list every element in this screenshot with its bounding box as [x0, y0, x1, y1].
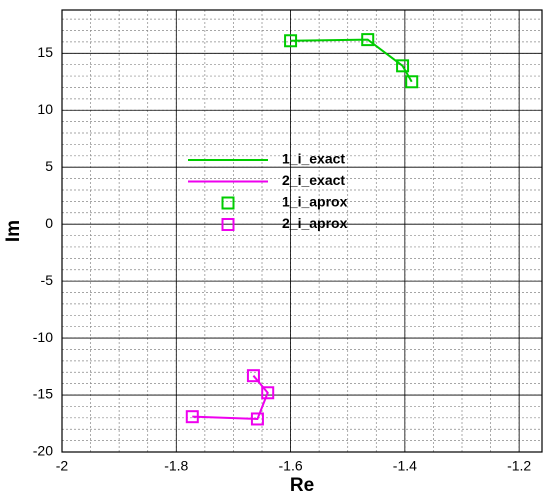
x-tick-label: -1.6 — [279, 458, 303, 474]
y-tick-label: 5 — [45, 158, 53, 174]
y-tick-label: 10 — [37, 101, 53, 117]
marker — [405, 75, 419, 89]
y-tick-label: -20 — [33, 443, 53, 459]
x-tick-label: -2 — [56, 458, 69, 474]
series-line — [290, 38, 413, 83]
legend-label: 2_i_aprox — [282, 215, 348, 231]
x-tick-label: -1.2 — [507, 458, 531, 474]
legend-marker — [221, 218, 235, 231]
marker — [185, 410, 199, 424]
y-tick-label: 0 — [45, 215, 53, 231]
legend-label: 1_i_aprox — [282, 194, 348, 210]
plot-frame — [61, 9, 543, 453]
marker — [284, 34, 298, 48]
x-tick-label: -1.8 — [164, 458, 188, 474]
series-line — [192, 375, 269, 420]
y-tick-label: -10 — [33, 329, 53, 345]
marker — [396, 59, 410, 73]
legend-marker — [221, 196, 235, 210]
legend-label: 2_i_exact — [282, 172, 345, 188]
x-axis-label: Re — [290, 475, 314, 496]
y-tick-label: -5 — [41, 272, 54, 288]
marker — [261, 386, 275, 400]
y-tick-label: -15 — [33, 386, 53, 402]
marker — [361, 33, 375, 47]
marker — [250, 412, 264, 426]
y-axis-label: Im — [3, 220, 24, 242]
legend-label: 1_i_exact — [282, 151, 345, 167]
x-tick-label: -1.4 — [393, 458, 417, 474]
marker — [246, 369, 260, 383]
y-tick-label: 15 — [37, 44, 53, 60]
